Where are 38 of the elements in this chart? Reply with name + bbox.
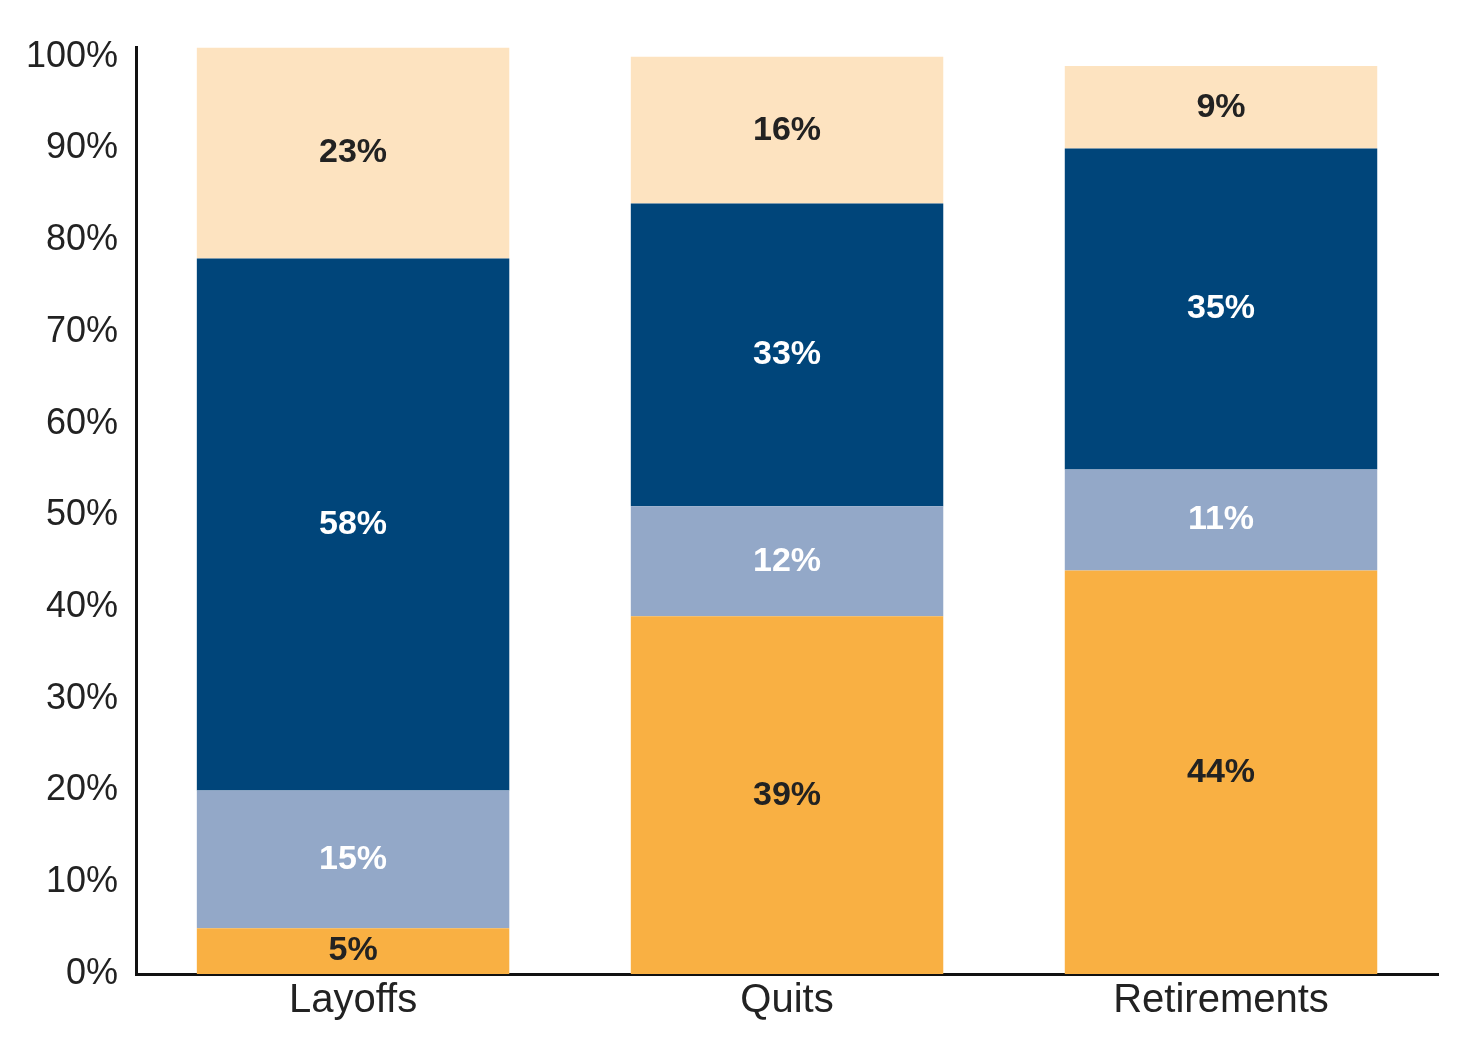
- y-tick-label: 20%: [46, 767, 119, 809]
- bar: [196, 47, 510, 259]
- data-label: 12%: [753, 539, 822, 578]
- y-tick-label: 40%: [46, 584, 119, 626]
- bar: [196, 258, 510, 791]
- bar: [630, 56, 944, 204]
- data-label: 23%: [319, 131, 388, 170]
- y-tick-label: 60%: [46, 400, 119, 442]
- bar: [1064, 570, 1378, 974]
- data-label: 9%: [1196, 85, 1246, 124]
- data-label: 33%: [753, 333, 822, 372]
- y-tick-label: 70%: [46, 308, 119, 350]
- x-tick-label: Quits: [740, 976, 834, 1021]
- y-tick-label: 10%: [46, 859, 119, 901]
- data-label: 35%: [1186, 287, 1256, 326]
- bar: [630, 506, 944, 617]
- x-tick-label: Retirements: [1113, 976, 1329, 1021]
- bar: [1064, 148, 1378, 470]
- y-tick-label: 30%: [46, 675, 119, 717]
- data-label: 16%: [753, 108, 822, 147]
- bar: [1064, 65, 1378, 149]
- data-label: 58%: [319, 502, 388, 541]
- data-label: 39%: [753, 773, 822, 812]
- y-tick-label: 80%: [46, 217, 119, 259]
- bar: [630, 616, 944, 974]
- bar: [196, 790, 510, 929]
- y-tick-label: 90%: [46, 125, 119, 167]
- bar: [630, 203, 944, 507]
- x-tick-label: Layoffs: [288, 976, 418, 1021]
- data-label: 11%: [1187, 498, 1255, 537]
- data-label: 15%: [319, 837, 388, 876]
- data-label: 5%: [328, 929, 378, 968]
- y-tick-label: 100%: [26, 33, 119, 75]
- y-tick-label: 50%: [46, 492, 119, 534]
- bar: [1064, 469, 1378, 571]
- bar: [196, 928, 510, 974]
- data-label: 44%: [1186, 750, 1256, 789]
- y-tick-label: 0%: [66, 950, 119, 992]
